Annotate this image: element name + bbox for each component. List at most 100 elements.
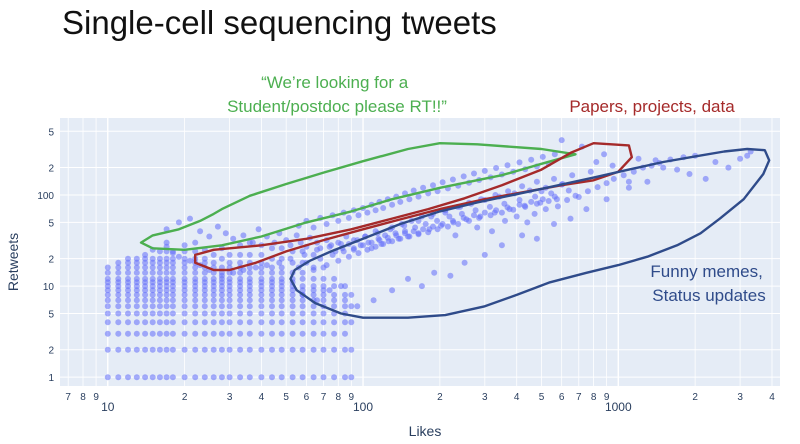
data-point	[163, 330, 170, 337]
data-point	[489, 228, 495, 235]
data-point	[342, 291, 348, 298]
data-point	[142, 251, 149, 258]
data-point	[610, 175, 617, 182]
data-point	[278, 303, 285, 310]
data-point	[156, 297, 163, 304]
data-point	[218, 330, 225, 337]
data-point	[263, 262, 270, 269]
data-point	[471, 170, 477, 177]
data-point	[410, 187, 417, 194]
data-point	[533, 200, 540, 207]
data-point	[226, 303, 233, 310]
data-point	[320, 287, 327, 294]
data-point	[449, 217, 456, 224]
data-point	[187, 257, 193, 264]
data-point	[192, 319, 199, 326]
data-point	[258, 330, 265, 337]
data-point	[237, 346, 244, 353]
data-point	[498, 209, 505, 216]
data-point	[348, 303, 355, 310]
data-point	[169, 291, 176, 298]
x-tick-label: 5	[283, 392, 289, 403]
data-point	[486, 203, 493, 210]
data-point	[210, 251, 217, 258]
data-point	[289, 310, 296, 317]
data-point	[237, 319, 244, 326]
data-point	[461, 259, 468, 266]
data-point	[237, 275, 244, 282]
data-point	[652, 157, 659, 164]
data-point	[237, 310, 244, 317]
data-point	[104, 346, 111, 353]
data-point	[237, 297, 244, 304]
annotation-students: “We’re looking for a Student/postdoc ple…	[227, 73, 447, 116]
data-point	[533, 178, 540, 185]
data-point	[218, 297, 225, 304]
data-point	[630, 168, 637, 175]
data-point	[210, 259, 217, 266]
data-point	[397, 198, 404, 205]
data-point	[299, 346, 306, 353]
data-point	[149, 303, 156, 310]
data-point	[364, 246, 371, 253]
data-point	[125, 264, 131, 271]
data-point	[181, 310, 188, 317]
data-point	[320, 374, 327, 381]
data-point	[310, 267, 317, 273]
data-point	[163, 346, 170, 353]
data-point	[493, 207, 500, 214]
data-point	[246, 374, 253, 381]
data-point	[301, 251, 308, 258]
data-point	[310, 275, 317, 282]
data-point	[410, 228, 417, 235]
data-point	[133, 346, 140, 353]
data-point	[487, 212, 494, 219]
data-point	[125, 275, 131, 282]
data-point	[149, 291, 156, 298]
data-point	[603, 180, 610, 187]
data-point	[115, 264, 122, 271]
data-point	[269, 297, 275, 304]
data-point	[115, 319, 122, 326]
x-tick-label: 9	[349, 392, 355, 403]
data-point	[299, 275, 306, 282]
data-point	[434, 217, 441, 224]
data-point	[513, 213, 520, 220]
data-point	[169, 287, 176, 294]
data-point	[163, 303, 170, 310]
data-point	[258, 269, 265, 276]
data-point	[293, 232, 300, 239]
data-point	[192, 346, 199, 353]
data-point	[406, 233, 413, 240]
data-point	[712, 159, 719, 165]
x-tick-label: 9	[604, 392, 610, 403]
data-point	[133, 330, 140, 337]
data-point	[269, 269, 275, 276]
data-point	[226, 297, 233, 304]
data-point	[192, 330, 199, 337]
x-tick-label: 5	[539, 392, 545, 403]
data-point	[314, 297, 320, 304]
data-point	[237, 259, 244, 266]
data-point	[201, 287, 208, 294]
x-tick-label: 8	[591, 392, 597, 403]
data-point	[331, 291, 338, 298]
y-axis-title: Retweets	[5, 233, 21, 291]
data-point	[163, 264, 170, 271]
data-point	[226, 319, 233, 326]
data-point	[163, 319, 170, 326]
data-point	[258, 291, 265, 298]
data-point	[142, 297, 149, 304]
data-point	[269, 275, 275, 282]
data-point	[104, 310, 111, 317]
data-point	[246, 319, 253, 326]
data-point	[439, 221, 446, 227]
data-point	[169, 264, 176, 271]
data-point	[142, 291, 149, 298]
data-point	[142, 259, 149, 266]
data-point	[516, 197, 523, 203]
data-point	[218, 374, 225, 381]
data-point	[348, 346, 355, 353]
data-point	[425, 229, 432, 236]
annotation-memes-line-1: Funny memes,	[650, 262, 762, 281]
